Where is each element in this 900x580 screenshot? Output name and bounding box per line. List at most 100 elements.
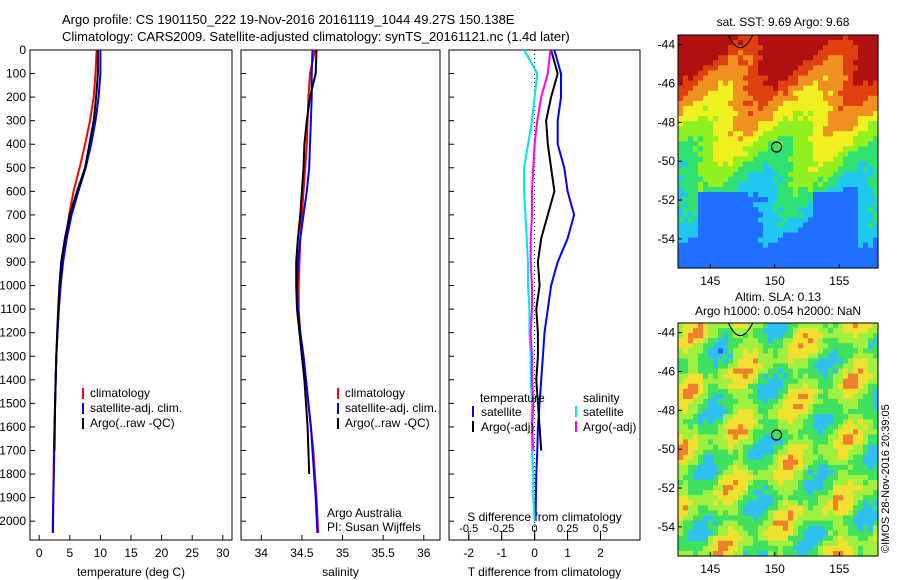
- sla-map-cell: [788, 429, 794, 436]
- sst-map-cell: [858, 65, 864, 72]
- sla-map-cell: [713, 383, 719, 390]
- sla-map-cell: [833, 373, 839, 380]
- sst-map-cell: [683, 90, 689, 97]
- sst-map-cell: [708, 227, 714, 234]
- sst-map-cell: [713, 257, 719, 264]
- sst-map-cell: [753, 192, 759, 198]
- sst-map-cell: [708, 186, 714, 193]
- sst-map-cell: [818, 90, 824, 97]
- sla-map-cell: [793, 368, 799, 375]
- sla-map-cell: [758, 500, 764, 506]
- sla-map-cell: [863, 429, 869, 436]
- sla-map-cell: [783, 505, 789, 512]
- sst-map-cell: [778, 242, 784, 249]
- sla-map-cell: [818, 353, 824, 360]
- sla-map-cell: [738, 525, 744, 532]
- sla-map-cell: [678, 338, 684, 344]
- sst-map-cell: [813, 166, 819, 173]
- sst-map-cell: [688, 141, 694, 148]
- sla-map-cell: [713, 368, 719, 375]
- sla-map-cell: [728, 525, 734, 532]
- sla-map-cell: [733, 550, 739, 557]
- sst-map-cell: [768, 186, 774, 193]
- sla-map-cell: [753, 333, 759, 339]
- sst-map-cell: [743, 60, 749, 66]
- sla-map-cell: [848, 323, 854, 329]
- sst-map-cell: [803, 40, 809, 46]
- sst-map-cell: [813, 232, 819, 239]
- sst-map-cell: [783, 95, 789, 102]
- sla-map-cell: [678, 439, 684, 446]
- sla-map-cell: [773, 383, 779, 390]
- sst-map-cell: [803, 35, 809, 41]
- sst-map-cell: [853, 212, 859, 218]
- sla-map-cell: [718, 485, 724, 491]
- sst-map-cell: [858, 35, 864, 41]
- sst-map-cell: [793, 212, 799, 218]
- sla-map-cell: [698, 358, 704, 365]
- sst-map-cell: [843, 100, 849, 107]
- sst-map-cell: [728, 156, 734, 163]
- sla-map-cell: [873, 444, 879, 451]
- sst-map-cell: [718, 35, 724, 41]
- sst-map-cell: [803, 237, 809, 244]
- sst-map-cell: [823, 207, 829, 213]
- sst-map-cell: [763, 192, 769, 198]
- sst-map-cell: [773, 75, 779, 82]
- sst-map-cell: [793, 192, 799, 198]
- sla-map-cell: [728, 474, 734, 481]
- sla-map-cell: [783, 338, 789, 344]
- sla-map-cell: [728, 409, 734, 415]
- sla-map-cell: [678, 353, 684, 360]
- sla-map-cell: [718, 414, 724, 420]
- sla-map-cell: [813, 525, 819, 532]
- sla-map-cell: [868, 545, 874, 552]
- sst-map-cell: [738, 212, 744, 218]
- sst-map-cell: [683, 207, 689, 213]
- sla-map-cell: [828, 495, 834, 501]
- sst-map-cell: [743, 110, 749, 117]
- sst-map-cell: [738, 186, 744, 193]
- sla-map-cell: [748, 424, 754, 430]
- sst-map-cell: [763, 80, 769, 87]
- sst-map-cell: [728, 146, 734, 153]
- sla-map-cell: [763, 363, 769, 370]
- sst-map-cell: [758, 126, 764, 132]
- sst-map-cell: [838, 197, 844, 203]
- sla-map-cell: [818, 469, 824, 476]
- sst-map-cell: [848, 131, 854, 137]
- sla-map-cell: [718, 545, 724, 552]
- sla-map-cell: [688, 454, 694, 461]
- sla-map-cell: [838, 383, 844, 390]
- sla-map-cell: [808, 363, 814, 370]
- sst-map-cell: [753, 262, 759, 269]
- sst-map-cell: [823, 171, 829, 178]
- sst-map-cell: [773, 151, 779, 158]
- sst-map-cell: [788, 181, 794, 188]
- sst-map-cell: [813, 186, 819, 193]
- sst-map-cell: [713, 60, 719, 66]
- sla-map-cell: [713, 338, 719, 344]
- sla-map-cell: [813, 404, 819, 410]
- diff-legend-label: satellite: [583, 405, 624, 419]
- sst-map-cell: [828, 105, 834, 112]
- sst-map-cell: [703, 110, 709, 117]
- sst-map-cell: [693, 126, 699, 132]
- sst-map-cell: [798, 136, 804, 142]
- sst-map-cell: [703, 186, 709, 193]
- sla-map-cell: [778, 414, 784, 420]
- sst-map-cell: [688, 222, 694, 229]
- sla-map-cell: [698, 419, 704, 425]
- sla-map-cell: [863, 353, 869, 360]
- sst-map-cell: [788, 100, 794, 107]
- sla-map-cell: [848, 510, 854, 517]
- sst-map-cell: [858, 75, 864, 82]
- diff-xlabel: T difference from climatology: [468, 565, 622, 579]
- sst-map-cell: [723, 247, 729, 254]
- sst-map-cell: [743, 192, 749, 198]
- sst-map-cell: [873, 217, 879, 224]
- sla-map-cell: [733, 358, 739, 365]
- sst-map-cell: [743, 35, 749, 41]
- sst-map-cell: [713, 40, 719, 46]
- sla-map-cell: [713, 378, 719, 385]
